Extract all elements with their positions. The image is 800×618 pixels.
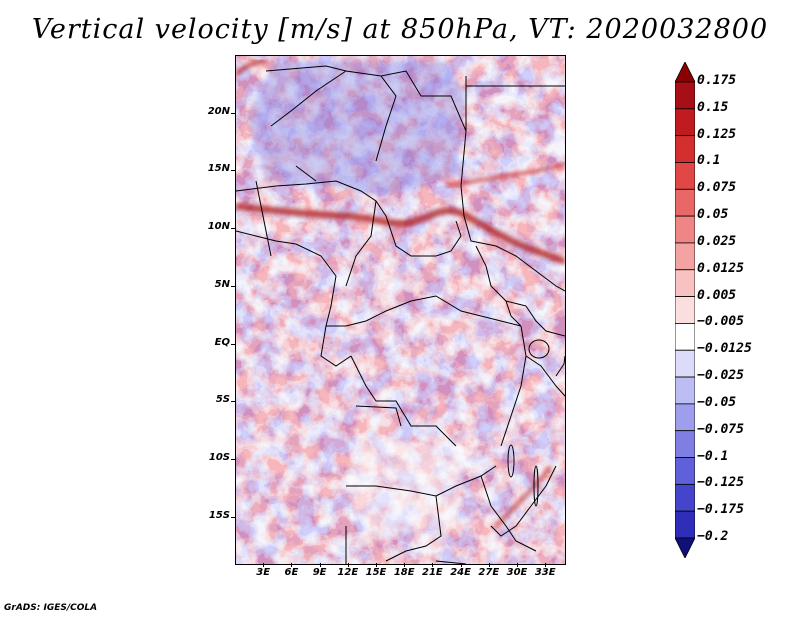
colorbar-level-label: 0.025 bbox=[697, 233, 737, 249]
colorbar-segment bbox=[675, 296, 695, 324]
vertical-velocity-map bbox=[236, 56, 565, 564]
colorbar-segment bbox=[675, 349, 695, 378]
colorbar-level-label: −0.1 bbox=[697, 448, 729, 464]
colorbar-level-label: 0.125 bbox=[697, 126, 737, 142]
lat-tick-mark bbox=[231, 112, 235, 114]
colorbar-level-label: −0.05 bbox=[697, 394, 737, 410]
lon-tick-label: 33E bbox=[534, 567, 556, 578]
lat-tick-label: 10S bbox=[208, 452, 230, 464]
lon-tick-label: 9E bbox=[312, 567, 327, 578]
lat-tick-label: 10N bbox=[207, 221, 230, 233]
lon-tick-label: 27E bbox=[478, 567, 500, 578]
northwest-ascent bbox=[236, 58, 267, 76]
lon-tick-mark bbox=[545, 563, 547, 567]
southern-calm-region bbox=[346, 436, 466, 536]
map-panel bbox=[235, 55, 566, 565]
lon-tick-mark bbox=[404, 563, 406, 567]
northeast-ascent-band bbox=[445, 162, 565, 188]
colorbar-segment bbox=[675, 162, 695, 190]
lon-tick-mark bbox=[263, 563, 265, 567]
credit-text: GrADS: IGES/COLA bbox=[4, 603, 98, 613]
sahara-descent-region bbox=[246, 61, 466, 196]
colorbar-segment bbox=[675, 457, 695, 485]
lat-tick-label: 15N bbox=[207, 163, 230, 175]
colorbar-segment bbox=[675, 188, 695, 217]
lat-tick-mark bbox=[231, 516, 235, 518]
lat-tick-label: EQ bbox=[214, 336, 230, 348]
colorbar-segment bbox=[675, 215, 695, 244]
lon-tick-mark bbox=[376, 563, 377, 567]
lat-tick-label: 20N bbox=[207, 105, 230, 117]
lon-tick-label: 24E bbox=[450, 567, 471, 578]
colorbar-level-label: −0.2 bbox=[697, 529, 729, 544]
lon-tick-label: 3E bbox=[256, 567, 271, 578]
colorbar-segment bbox=[675, 81, 695, 110]
colorbar-segment bbox=[675, 269, 695, 297]
colorbar-bottom-arrow bbox=[675, 537, 695, 558]
lat-tick-label: 15S bbox=[208, 509, 230, 521]
colorbar-segment bbox=[675, 510, 695, 539]
colorbar-level-label: 0.1 bbox=[697, 153, 721, 169]
colorbar-level-label: −0.125 bbox=[697, 475, 744, 491]
country-boundaries bbox=[236, 65, 565, 564]
colorbar-segment bbox=[675, 403, 695, 432]
lat-tick-mark bbox=[231, 343, 235, 345]
itcz-ascent-band bbox=[236, 202, 565, 265]
lon-tick-label: 6E bbox=[284, 567, 299, 578]
page-title: Vertical velocity [m/s] at 850hPa, VT: 2… bbox=[31, 14, 769, 45]
lat-tick-mark bbox=[231, 401, 235, 403]
colorbar-level-label: −0.075 bbox=[697, 421, 744, 437]
lat-tick-mark bbox=[231, 459, 235, 461]
lon-tick-mark bbox=[291, 563, 293, 567]
colorbar-level-label: −0.175 bbox=[697, 502, 744, 518]
lon-tick-mark bbox=[517, 563, 518, 567]
lat-tick-mark bbox=[231, 285, 235, 287]
colorbar-segment bbox=[675, 242, 695, 271]
colorbar-level-label: 0.05 bbox=[697, 207, 729, 223]
lon-tick-mark bbox=[347, 563, 349, 567]
lat-tick-label: 5N bbox=[214, 278, 230, 290]
colorbar-level-label: 0.0125 bbox=[697, 260, 744, 276]
colorbar-level-label: −0.0125 bbox=[697, 341, 752, 357]
colorbar-level-label: 0.005 bbox=[697, 287, 737, 303]
colorbar-top-arrow bbox=[675, 62, 695, 83]
lon-tick-mark bbox=[460, 563, 462, 567]
colorbar-segment bbox=[675, 430, 695, 458]
lon-tick-mark bbox=[319, 563, 321, 567]
lat-tick-mark bbox=[231, 170, 235, 172]
lat-tick-label: 5S bbox=[215, 394, 230, 406]
colorbar-segment bbox=[675, 135, 695, 163]
colorbar bbox=[675, 62, 695, 558]
colorbar-segment bbox=[675, 483, 695, 512]
lon-tick-label: 18E bbox=[393, 567, 415, 578]
colorbar-level-label: 0.075 bbox=[697, 180, 737, 196]
lon-tick-mark bbox=[488, 563, 490, 567]
lon-tick-label: 15E bbox=[365, 567, 387, 578]
colorbar-level-label: 0.15 bbox=[697, 99, 729, 115]
colorbar-level-label: 0.175 bbox=[697, 73, 737, 88]
lon-tick-label: 21E bbox=[422, 567, 443, 578]
lon-tick-label: 12E bbox=[337, 567, 359, 578]
colorbar-level-label: −0.005 bbox=[697, 314, 744, 330]
colorbar-level-label: −0.025 bbox=[697, 368, 744, 384]
lon-tick-mark bbox=[432, 563, 434, 567]
colorbar-segment bbox=[675, 376, 695, 405]
lon-tick-label: 30E bbox=[506, 567, 528, 578]
colorbar-segment bbox=[675, 323, 695, 351]
colorbar-segment bbox=[675, 108, 695, 137]
lat-tick-mark bbox=[231, 228, 235, 230]
